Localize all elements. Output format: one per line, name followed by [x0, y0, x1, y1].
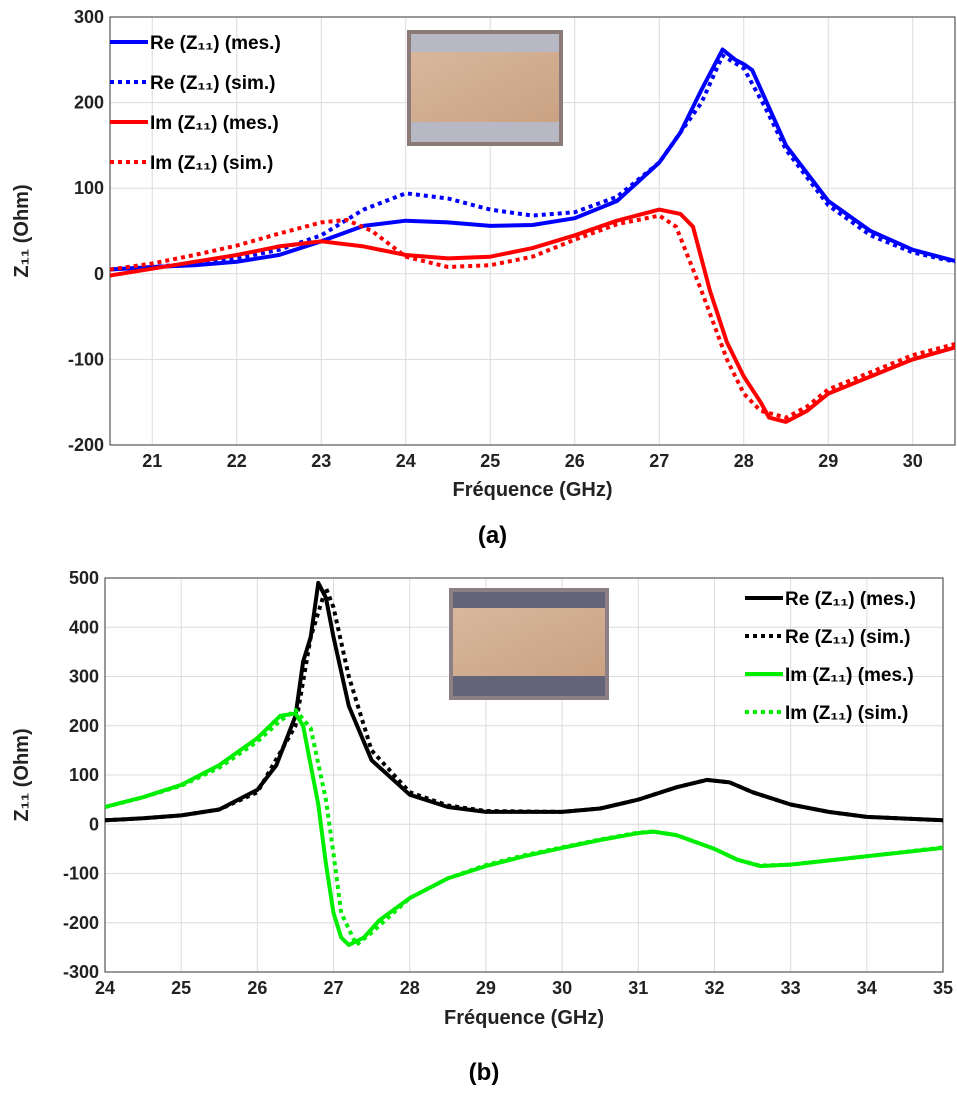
- y-tick-label: 0: [89, 814, 99, 834]
- x-tick-label: 26: [565, 451, 585, 471]
- y-axis-label: Z₁₁ (Ohm): [11, 184, 33, 277]
- legend-label: Re (Z₁₁) (mes.): [150, 33, 281, 54]
- x-tick-label: 22: [227, 451, 247, 471]
- x-tick-label: 34: [857, 978, 877, 998]
- caption: (b): [469, 1059, 500, 1086]
- x-tick-label: 25: [480, 451, 500, 471]
- x-tick-label: 24: [396, 451, 416, 471]
- y-tick-label: -200: [68, 435, 104, 455]
- x-tick-label: 27: [324, 978, 344, 998]
- x-tick-label: 28: [734, 451, 754, 471]
- series-group: [105, 580, 943, 947]
- y-tick-label: 500: [69, 568, 99, 588]
- x-tick-label: 31: [628, 978, 648, 998]
- x-tick-label: 30: [552, 978, 572, 998]
- x-tick-label: 29: [476, 978, 496, 998]
- y-tick-label: -100: [68, 349, 104, 369]
- axes-box: [104, 577, 944, 973]
- legend-label: Im (Z₁₁) (sim.): [785, 703, 908, 724]
- y-tick-label: 200: [74, 93, 104, 113]
- x-tick-label: 26: [247, 978, 267, 998]
- legend-label: Im (Z₁₁) (mes.): [785, 665, 914, 686]
- x-tick-label: 32: [704, 978, 724, 998]
- legend-label: Re (Z₁₁) (sim.): [785, 627, 911, 648]
- y-axis-label: Z₁₁ (Ohm): [11, 728, 33, 821]
- series-line: [105, 708, 943, 947]
- series-line: [110, 47, 955, 272]
- y-tick-label: 100: [69, 765, 99, 785]
- y-tick-label: 0: [94, 264, 104, 284]
- x-tick-label: 23: [311, 451, 331, 471]
- x-tick-label: 25: [171, 978, 191, 998]
- x-axis-label: Fréquence (GHz): [452, 479, 612, 501]
- x-axis-label: Fréquence (GHz): [444, 1007, 604, 1029]
- y-tick-label: 300: [69, 667, 99, 687]
- y-tick-label: -300: [63, 962, 99, 982]
- x-tick-label: 30: [903, 451, 923, 471]
- inset-photo: [407, 30, 563, 146]
- axes-box: [109, 16, 956, 446]
- x-tick-label: 35: [933, 978, 953, 998]
- x-tick-label: 24: [95, 978, 115, 998]
- x-tick-label: 33: [781, 978, 801, 998]
- y-tick-label: 400: [69, 617, 99, 637]
- legend-label: Im (Z₁₁) (sim.): [150, 153, 273, 174]
- y-tick-label: 100: [74, 178, 104, 198]
- caption: (a): [478, 522, 507, 549]
- x-tick-label: 28: [400, 978, 420, 998]
- inset-photo: [449, 588, 609, 700]
- legend-label: Re (Z₁₁) (sim.): [150, 73, 276, 94]
- x-tick-label: 27: [649, 451, 669, 471]
- legend-label: Re (Z₁₁) (mes.): [785, 589, 916, 610]
- series-line: [110, 53, 955, 272]
- x-tick-label: 21: [142, 451, 162, 471]
- legend-label: Im (Z₁₁) (mes.): [150, 113, 279, 134]
- series-group: [110, 47, 955, 424]
- y-tick-label: -100: [63, 864, 99, 884]
- x-tick-label: 29: [818, 451, 838, 471]
- y-tick-label: 200: [69, 716, 99, 736]
- y-tick-label: 300: [74, 7, 104, 27]
- y-tick-label: -200: [63, 913, 99, 933]
- series-line: [105, 585, 943, 823]
- series-line: [110, 207, 955, 424]
